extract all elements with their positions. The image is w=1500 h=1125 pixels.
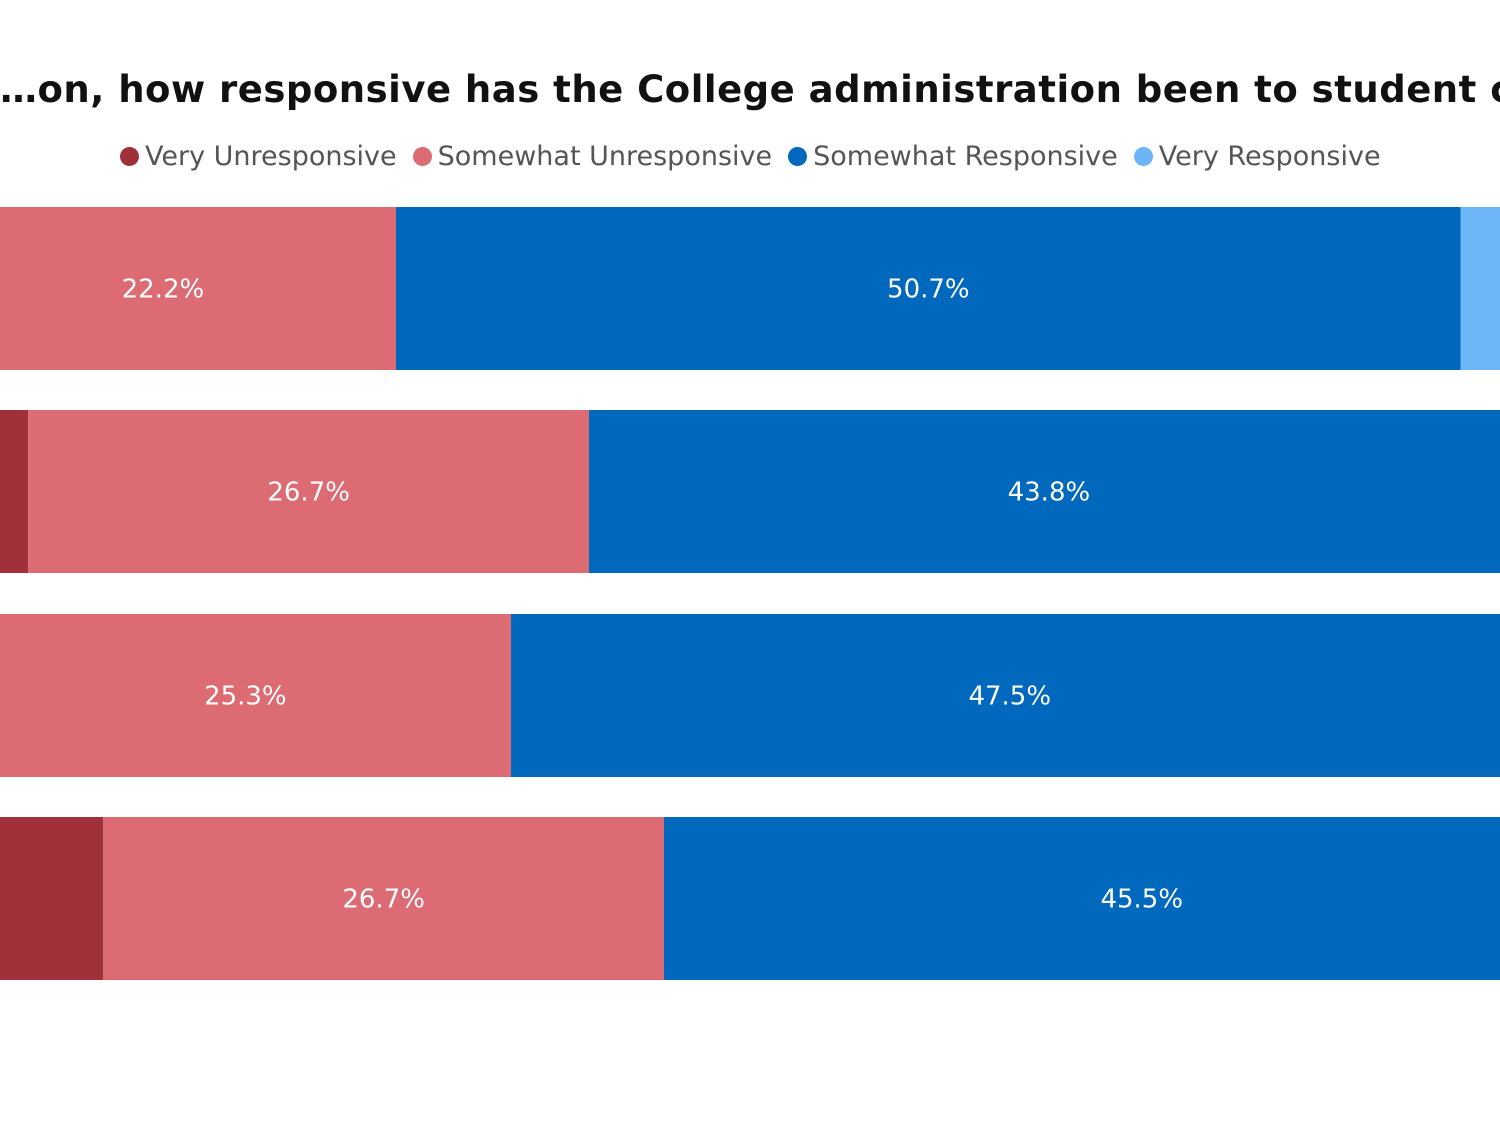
- bar-segment-row1-somewhat-unresponsive[interactable]: [0, 207, 397, 370]
- legend-item-somewhat-responsive[interactable]: Somewhat Responsive: [788, 141, 1118, 172]
- data-label-row2-somewhat-responsive: 43.8%: [1008, 478, 1091, 508]
- bar-segment-row1-somewhat-responsive[interactable]: [396, 207, 1461, 370]
- bar-segment-row2-very-unresponsive[interactable]: [0, 410, 29, 573]
- bar-segment-row3-somewhat-unresponsive[interactable]: [0, 614, 511, 777]
- data-label-row2-somewhat-unresponsive: 26.7%: [267, 478, 350, 508]
- legend-label-somewhat-unresponsive: Somewhat Unresponsive: [437, 141, 773, 172]
- legend-item-very-unresponsive[interactable]: Very Unresponsive: [120, 141, 397, 172]
- legend-label-somewhat-responsive: Somewhat Responsive: [813, 141, 1118, 172]
- bar-segment-row2-somewhat-responsive[interactable]: [589, 410, 1500, 573]
- legend-dot-very-responsive: [1133, 147, 1153, 166]
- bar-segment-row3-somewhat-responsive[interactable]: [511, 614, 1500, 777]
- legend-label-very-responsive: Very Responsive: [1158, 141, 1381, 172]
- legend-item-very-responsive[interactable]: Very Responsive: [1133, 141, 1381, 172]
- legend-item-somewhat-unresponsive[interactable]: Somewhat Unresponsive: [412, 141, 773, 172]
- legend-dot-very-unresponsive: [120, 147, 139, 166]
- legend-dot-somewhat-responsive: [788, 147, 808, 166]
- data-label-row1-somewhat-unresponsive: 22.2%: [122, 275, 205, 305]
- bar-segment-row4-very-unresponsive[interactable]: [0, 817, 104, 980]
- chart-legend: Very Unresponsive Somewhat Unresponsive …: [120, 141, 1397, 172]
- bar-segment-row4-somewhat-unresponsive[interactable]: [103, 817, 665, 980]
- legend-dot-somewhat-unresponsive: [412, 147, 432, 166]
- data-label-row3-somewhat-unresponsive: 25.3%: [204, 682, 287, 712]
- data-label-row4-somewhat-unresponsive: 26.7%: [342, 885, 425, 915]
- bar-segment-row2-somewhat-unresponsive[interactable]: [28, 410, 590, 573]
- bar-segment-row1-very-responsive[interactable]: [1460, 207, 1500, 370]
- data-label-row4-somewhat-responsive: 45.5%: [1100, 885, 1183, 915]
- chart-title: …on, how responsive has the College admi…: [0, 68, 1500, 111]
- bar-segment-row4-somewhat-responsive[interactable]: [664, 817, 1500, 980]
- data-label-row1-somewhat-responsive: 50.7%: [887, 275, 970, 305]
- data-label-row3-somewhat-responsive: 47.5%: [968, 682, 1051, 712]
- legend-label-very-unresponsive: Very Unresponsive: [145, 141, 397, 172]
